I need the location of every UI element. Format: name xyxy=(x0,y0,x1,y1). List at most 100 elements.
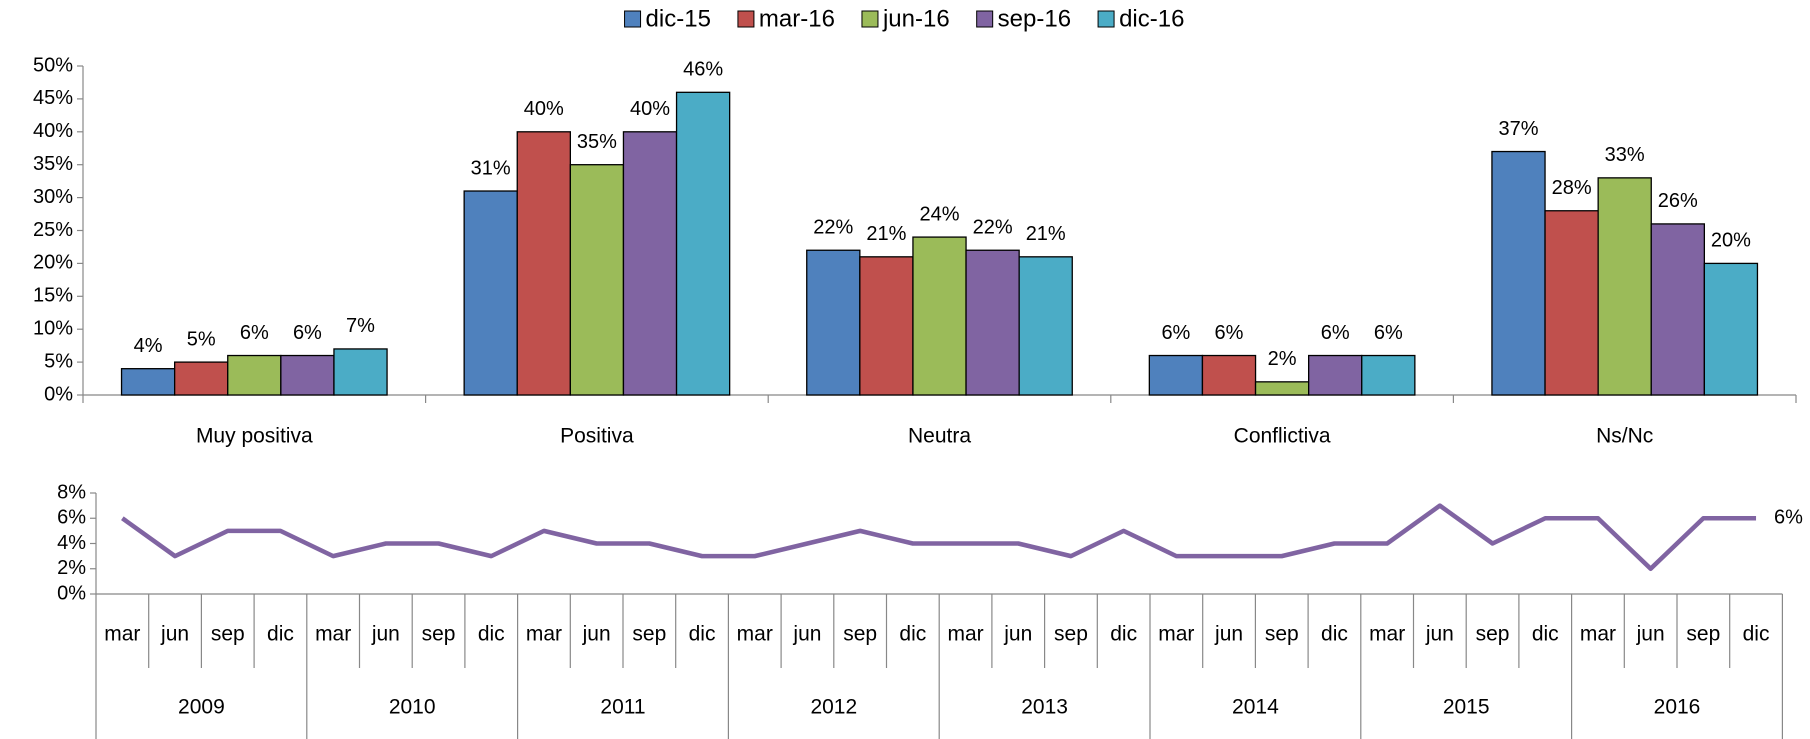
data-label: 40% xyxy=(524,98,564,120)
x-tick-label: sep xyxy=(632,623,666,646)
data-label: 26% xyxy=(1658,190,1698,212)
legend-label: dic-16 xyxy=(1119,5,1184,32)
x-tick-label: mar xyxy=(1158,623,1194,646)
data-label: 22% xyxy=(973,217,1013,239)
x-tick-label: Conflictiva xyxy=(1234,425,1331,448)
bar xyxy=(1361,354,1416,396)
y-tick-label: 2% xyxy=(57,557,86,579)
y-tick-label: 4% xyxy=(57,532,86,554)
bar xyxy=(1201,354,1257,396)
data-label: 33% xyxy=(1605,144,1645,166)
y-tick-label: 15% xyxy=(33,285,73,307)
x-tick-label: mar xyxy=(104,623,140,646)
bar xyxy=(280,354,335,396)
x-tick-label: Positiva xyxy=(560,425,634,448)
bar xyxy=(675,91,731,396)
x-tick-label: dic xyxy=(1532,623,1559,646)
bar xyxy=(1703,262,1759,396)
x-tick-label: dic xyxy=(689,623,716,646)
data-label: 31% xyxy=(471,157,511,179)
year-label: 2011 xyxy=(600,696,645,719)
x-tick-label: sep xyxy=(422,623,456,646)
x-tick-label: sep xyxy=(211,623,245,646)
data-label: 28% xyxy=(1552,177,1592,199)
legend-swatch xyxy=(976,10,994,28)
x-tick-label: mar xyxy=(315,623,351,646)
x-tick-label: sep xyxy=(1054,623,1088,646)
x-tick-label: sep xyxy=(843,623,877,646)
x-tick-label: Ns/Nc xyxy=(1596,425,1653,448)
y-tick-label: 25% xyxy=(33,219,73,241)
x-tick-label: dic xyxy=(478,623,505,646)
y-tick-label: 8% xyxy=(57,481,86,503)
y-tick-label: 0% xyxy=(57,582,86,604)
x-tick-label: dic xyxy=(267,623,294,646)
data-label: 20% xyxy=(1711,230,1751,252)
year-label: 2014 xyxy=(1232,696,1279,719)
y-tick-label: 0% xyxy=(44,383,73,405)
x-tick-label: mar xyxy=(1369,623,1405,646)
end-label: 6% xyxy=(1774,507,1803,529)
bar xyxy=(965,249,1020,396)
x-tick-label: Neutra xyxy=(908,425,971,448)
bar xyxy=(569,164,625,396)
bar xyxy=(1544,210,1599,396)
bar xyxy=(333,348,388,396)
x-tick-label: mar xyxy=(737,623,773,646)
data-label: 6% xyxy=(1161,322,1190,344)
y-tick-label: 50% xyxy=(33,54,73,76)
legend-swatch xyxy=(624,10,642,28)
bar xyxy=(227,354,282,396)
legend-swatch xyxy=(861,10,879,28)
x-tick-label: mar xyxy=(1580,623,1616,646)
bar xyxy=(806,249,861,396)
legend-label: jun-16 xyxy=(882,5,950,32)
x-tick-label: sep xyxy=(1476,623,1510,646)
bar xyxy=(1148,354,1204,396)
data-label: 22% xyxy=(813,217,853,239)
x-tick-label: dic xyxy=(1743,623,1770,646)
data-label: 46% xyxy=(683,59,723,81)
year-label: 2009 xyxy=(178,696,225,719)
legend-label: dic-15 xyxy=(646,5,711,32)
x-tick-label: mar xyxy=(947,623,983,646)
y-tick-label: 35% xyxy=(33,153,73,175)
y-tick-label: 30% xyxy=(33,186,73,208)
data-label: 37% xyxy=(1498,118,1538,140)
bar xyxy=(1308,354,1363,396)
data-label: 5% xyxy=(187,328,216,350)
x-tick-label: jun xyxy=(1003,623,1032,646)
x-tick-label: jun xyxy=(1636,623,1665,646)
data-label: 7% xyxy=(346,315,375,337)
bar xyxy=(1597,177,1652,396)
y-tick-label: 20% xyxy=(33,252,73,274)
legend-label: mar-16 xyxy=(759,5,835,32)
year-label: 2016 xyxy=(1654,696,1701,719)
data-label: 6% xyxy=(1321,322,1350,344)
data-label: 40% xyxy=(630,98,670,120)
data-label: 2% xyxy=(1268,348,1297,370)
bar xyxy=(120,368,176,396)
y-tick-label: 45% xyxy=(33,87,73,109)
x-tick-label: mar xyxy=(526,623,562,646)
x-tick-label: jun xyxy=(160,623,189,646)
data-label: 21% xyxy=(866,223,906,245)
year-label: 2015 xyxy=(1443,696,1490,719)
y-tick-label: 5% xyxy=(44,350,73,372)
x-tick-label: sep xyxy=(1265,623,1299,646)
x-tick-label: dic xyxy=(1110,623,1137,646)
x-tick-label: jun xyxy=(1214,623,1243,646)
data-label: 6% xyxy=(1215,322,1244,344)
data-label: 21% xyxy=(1026,223,1066,245)
bar xyxy=(622,131,678,396)
line xyxy=(121,503,1757,571)
bar xyxy=(463,190,518,396)
x-tick-label: sep xyxy=(1686,623,1720,646)
year-label: 2012 xyxy=(810,696,857,719)
x-tick-label: jun xyxy=(792,623,821,646)
legend-label: sep-16 xyxy=(998,5,1071,32)
x-tick-label: Muy positiva xyxy=(196,425,313,448)
x-tick-label: jun xyxy=(582,623,611,646)
y-tick-label: 40% xyxy=(33,120,73,142)
